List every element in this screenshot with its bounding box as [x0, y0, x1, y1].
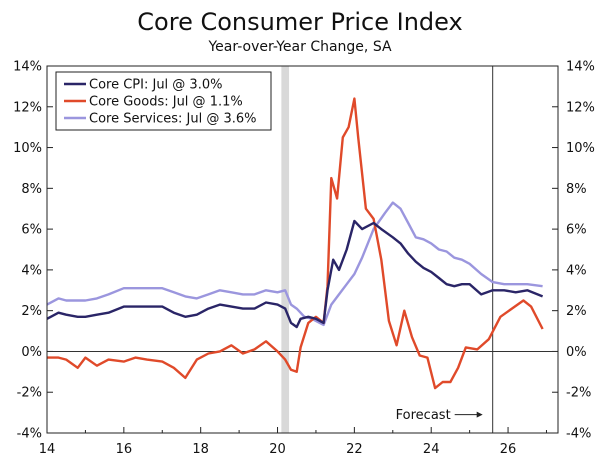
- legend-entry: Core Goods: Jul @ 1.1%: [89, 95, 243, 110]
- y-tick-label-left: 6%: [21, 223, 42, 238]
- x-tick-label: 18: [192, 442, 209, 457]
- y-tick-label-right: 0%: [566, 345, 587, 360]
- y-tick-label-left: 0%: [21, 345, 42, 360]
- chart-subtitle: Year-over-Year Change, SA: [208, 39, 392, 55]
- legend: Core CPI: Jul @ 3.0% Core Goods: Jul @ 1.…: [55, 71, 272, 131]
- legend-box: [55, 71, 272, 131]
- y-tick-label-left: -4%: [17, 427, 42, 442]
- y-tick-label-right: 2%: [566, 304, 587, 319]
- forecast-label: Forecast: [396, 408, 451, 423]
- series-layer: [46, 97, 544, 390]
- y-tick-label-right: -4%: [566, 427, 591, 442]
- forecast-arrowhead-icon: [476, 411, 483, 418]
- y-tick-label-left: 12%: [13, 100, 42, 115]
- x-tick-label: 20: [269, 442, 286, 457]
- series-line-core-goods: [47, 97, 544, 390]
- y-tick-label-left: 4%: [21, 263, 42, 278]
- y-tick-label-right: 4%: [566, 263, 587, 278]
- recession-band: [281, 66, 290, 433]
- y-tick-label-right: 12%: [566, 100, 595, 115]
- y-tick-label-right: 14%: [566, 60, 595, 75]
- legend-entry: Core Services: Jul @ 3.6%: [89, 112, 257, 127]
- y-tick-label-left: 2%: [21, 304, 42, 319]
- y-axis-left: -4% -2% 0% 2% 4% 6% 8% 10% 12% 14%: [13, 60, 42, 442]
- y-tick-label-left: 14%: [13, 60, 42, 75]
- x-tick-label: 24: [423, 442, 440, 457]
- y-tick-label-left: 8%: [21, 182, 42, 197]
- x-tick-label: 26: [500, 442, 517, 457]
- legend-entry: Core CPI: Jul @ 3.0%: [89, 78, 222, 93]
- x-tick-label: 14: [39, 442, 56, 457]
- y-axis-right: -4% -2% 0% 2% 4% 6% 8% 10% 12% 14%: [566, 60, 595, 442]
- y-tick-label-right: 8%: [566, 182, 587, 197]
- y-tick-label-right: -2%: [566, 386, 591, 401]
- y-tick-label-left: -2%: [17, 386, 42, 401]
- chart-title: Core Consumer Price Index: [137, 8, 463, 36]
- y-tick-label-left: 10%: [13, 141, 42, 156]
- series-line-core-cpi: [46, 219, 544, 329]
- x-axis: 14 16 18 20 22 24 26: [39, 442, 517, 457]
- plot-frame: [46, 65, 559, 434]
- x-tick-label: 16: [116, 442, 133, 457]
- x-tick-label: 22: [346, 442, 363, 457]
- y-tick-label-right: 6%: [566, 223, 587, 238]
- y-tick-label-right: 10%: [566, 141, 595, 156]
